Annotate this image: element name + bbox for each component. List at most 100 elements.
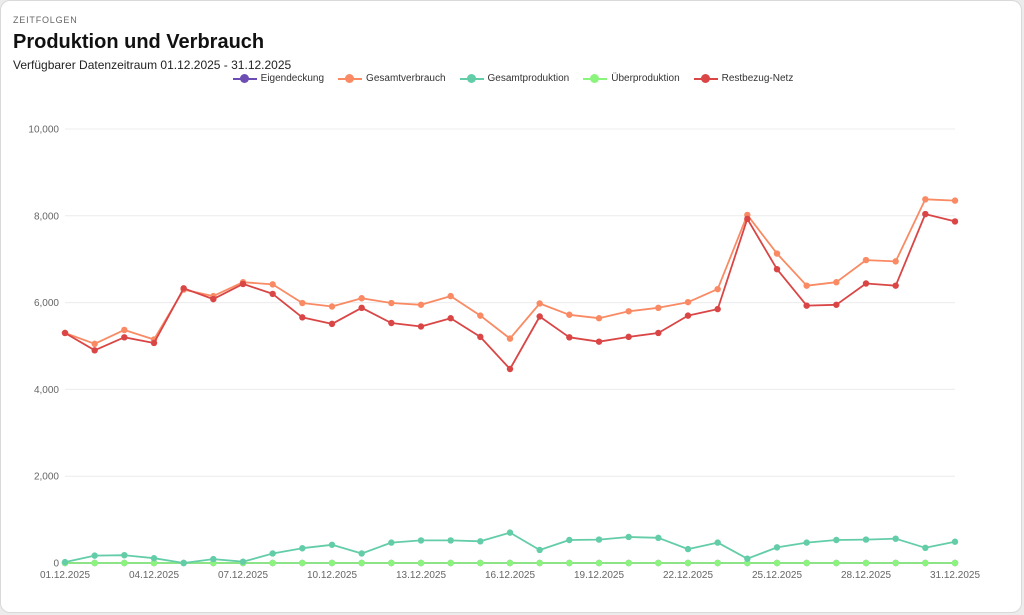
data-point-restbezug-netz — [714, 305, 721, 313]
data-point-gesamtproduktion — [595, 536, 603, 543]
data-point-restbezug-netz — [803, 302, 810, 309]
data-point-gesamtverbrauch — [566, 311, 573, 318]
data-point-restbezug-netz — [595, 338, 603, 345]
y-tick-label: 0 — [53, 559, 59, 570]
data-point-gesamtproduktion — [210, 555, 217, 563]
y-tick-label: 6,000 — [34, 298, 59, 309]
data-point-gesamtproduktion — [91, 552, 98, 559]
data-point-gesamtverbrauch — [299, 299, 306, 307]
data-point-gesamtproduktion — [625, 533, 632, 541]
data-point-ueberproduktion — [388, 559, 395, 567]
legend-item-ueberproduktion[interactable]: Überproduktion — [583, 73, 680, 84]
data-point-gesamtverbrauch — [833, 279, 840, 286]
x-tick-label: 19.12.2025 — [574, 570, 624, 581]
data-point-restbezug-netz — [150, 339, 158, 347]
data-point-gesamtproduktion — [477, 538, 484, 545]
data-point-ueberproduktion — [625, 559, 632, 567]
data-point-gesamtverbrauch — [477, 312, 484, 319]
data-point-ueberproduktion — [150, 559, 158, 567]
data-point-restbezug-netz — [180, 285, 187, 292]
data-point-restbezug-netz — [506, 365, 514, 373]
x-tick-label: 22.12.2025 — [663, 570, 713, 581]
data-point-gesamtproduktion — [951, 538, 959, 545]
series-line-restbezug-netz — [64, 213, 956, 370]
data-point-restbezug-netz — [61, 329, 69, 337]
data-point-restbezug-netz — [566, 334, 573, 341]
data-point-gesamtproduktion — [506, 529, 514, 536]
series-line-gesamtproduktion — [64, 531, 956, 564]
legend-item-restbezug-netz[interactable]: Restbezug-Netz — [693, 73, 793, 84]
data-point-ueberproduktion — [951, 559, 959, 567]
x-tick-label: 10.12.2025 — [307, 570, 357, 581]
data-point-gesamtverbrauch — [892, 258, 899, 265]
legend-item-gesamtverbrauch[interactable]: Gesamtverbrauch — [338, 73, 446, 84]
data-point-gesamtverbrauch — [595, 315, 603, 322]
data-point-ueberproduktion — [655, 559, 662, 567]
data-point-ueberproduktion — [536, 559, 543, 567]
data-point-gesamtproduktion — [655, 534, 662, 542]
data-point-restbezug-netz — [773, 265, 781, 273]
data-point-gesamtverbrauch — [714, 285, 721, 293]
y-tick-label: 10,000 — [28, 125, 59, 136]
data-point-ueberproduktion — [269, 559, 276, 567]
data-point-ueberproduktion — [684, 559, 692, 567]
data-point-ueberproduktion — [714, 559, 721, 567]
legend-item-gesamtproduktion[interactable]: Gesamtproduktion — [459, 73, 569, 84]
data-point-gesamtproduktion — [744, 555, 751, 562]
data-point-gesamtproduktion — [150, 555, 158, 562]
data-point-gesamtverbrauch — [506, 335, 514, 342]
data-point-gesamtproduktion — [892, 535, 899, 542]
data-point-restbezug-netz — [922, 210, 929, 218]
legend-label: Gesamtverbrauch — [366, 73, 446, 84]
data-point-ueberproduktion — [299, 559, 306, 567]
data-point-gesamtverbrauch — [447, 292, 454, 300]
data-point-restbezug-netz — [536, 313, 543, 320]
data-point-gesamtproduktion — [121, 551, 128, 559]
x-tick-label: 31.12.2025 — [930, 570, 980, 581]
data-point-restbezug-netz — [477, 333, 484, 341]
data-point-ueberproduktion — [922, 559, 929, 567]
data-point-restbezug-netz — [684, 312, 692, 319]
data-point-gesamtverbrauch — [388, 299, 395, 307]
data-point-gesamtproduktion — [447, 537, 454, 544]
data-point-ueberproduktion — [773, 559, 781, 567]
data-point-gesamtverbrauch — [536, 300, 543, 307]
data-point-restbezug-netz — [328, 320, 336, 328]
x-tick-label: 01.12.2025 — [40, 570, 90, 581]
section-label: ZEITFOLGEN — [13, 15, 78, 25]
legend-item-eigendeckung[interactable]: Eigendeckung — [232, 73, 324, 84]
data-point-gesamtproduktion — [328, 541, 336, 548]
data-point-restbezug-netz — [951, 218, 959, 225]
data-point-restbezug-netz — [655, 329, 662, 337]
legend-swatch-ueberproduktion — [583, 74, 608, 84]
y-tick-label: 4,000 — [34, 385, 59, 396]
chart-legend: Eigendeckung Gesamtverbrauch Gesamtprodukt… — [1, 73, 1024, 84]
data-point-gesamtverbrauch — [358, 295, 365, 302]
data-point-gesamtproduktion — [536, 546, 543, 554]
data-point-gesamtverbrauch — [773, 250, 781, 257]
x-tick-label: 07.12.2025 — [218, 570, 268, 581]
data-point-ueberproduktion — [328, 559, 336, 567]
legend-label: Überproduktion — [611, 73, 680, 84]
data-point-gesamtproduktion — [773, 544, 781, 551]
data-point-gesamtproduktion — [61, 558, 69, 566]
x-tick-label: 13.12.2025 — [396, 570, 446, 581]
legend-swatch-gesamtproduktion — [459, 74, 484, 84]
data-point-gesamtproduktion — [684, 545, 692, 553]
data-point-restbezug-netz — [862, 280, 870, 287]
data-point-restbezug-netz — [833, 301, 840, 308]
data-point-ueberproduktion — [566, 559, 573, 567]
data-point-gesamtverbrauch — [684, 298, 692, 306]
data-point-restbezug-netz — [121, 334, 128, 341]
data-point-gesamtproduktion — [269, 550, 276, 557]
data-point-restbezug-netz — [388, 319, 395, 327]
data-point-gesamtproduktion — [714, 539, 721, 546]
data-point-gesamtverbrauch — [269, 281, 276, 288]
data-point-gesamtverbrauch — [655, 304, 662, 312]
x-tick-label: 28.12.2025 — [841, 570, 891, 581]
data-point-restbezug-netz — [417, 323, 425, 330]
data-point-ueberproduktion — [91, 559, 98, 567]
x-tick-label: 04.12.2025 — [129, 570, 179, 581]
